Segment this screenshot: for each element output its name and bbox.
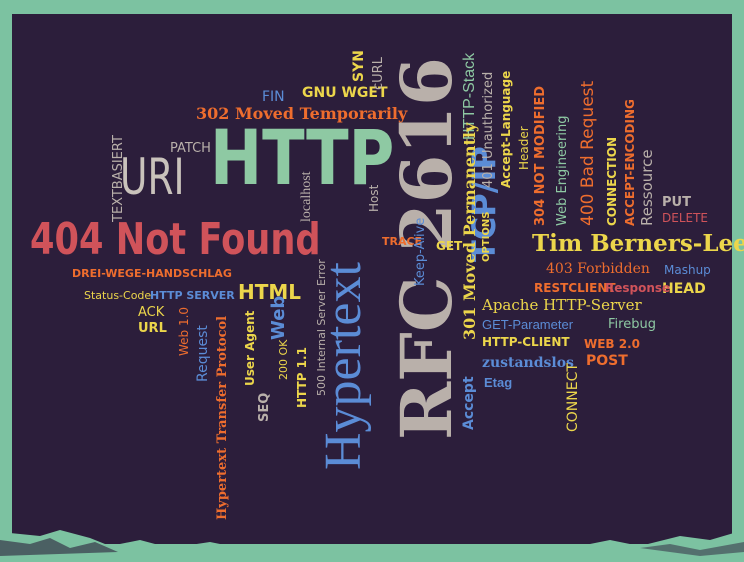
word-get: GET bbox=[436, 239, 463, 253]
word-302-moved-temporarily: 302 Moved Temporarily bbox=[196, 104, 408, 123]
word-fin: FIN bbox=[262, 89, 285, 105]
word-403-forbidden: 403 Forbidden bbox=[546, 261, 650, 277]
word-ack: ACK bbox=[138, 305, 165, 320]
word-http-server: HTTP SERVER bbox=[150, 289, 235, 302]
word-404-not-found: 404 Not Found bbox=[30, 214, 321, 265]
word-get-parameter: GET-Parameter bbox=[482, 317, 574, 332]
word-head: HEAD bbox=[662, 281, 706, 297]
word-drei-wege-handschlag: DREI-WEGE-HANDSCHLAG bbox=[72, 267, 232, 280]
word-patch: PATCH bbox=[170, 141, 211, 156]
word-web-2-0: WEB 2.0 bbox=[584, 337, 641, 351]
word-restclient: RESTCLIENT bbox=[534, 281, 616, 295]
word-url: URL bbox=[138, 321, 167, 336]
word-html: HTML bbox=[238, 280, 302, 304]
word-gnu-wget: GNU WGET bbox=[302, 85, 388, 101]
word-http-client: HTTP-CLIENT bbox=[482, 335, 570, 349]
word-response: Response bbox=[605, 281, 671, 295]
word-delete: DELETE bbox=[662, 211, 709, 225]
word-trace: TRACE bbox=[382, 235, 423, 248]
word-apache-http-server: Apache HTTP-Server bbox=[482, 296, 642, 314]
word-zustandslos: zustandslos bbox=[482, 355, 574, 371]
word-status-code: Status-Code bbox=[84, 289, 152, 302]
word-http: HTTP bbox=[210, 113, 395, 202]
word-tim-berners-lee: Tim Berners-Lee bbox=[532, 230, 744, 257]
word-post: POST bbox=[586, 353, 628, 369]
word-uri: URI bbox=[120, 148, 185, 206]
word-etag: Etag bbox=[484, 375, 513, 390]
word-cloud-background bbox=[12, 14, 732, 544]
word-mashup: Mashup bbox=[664, 263, 711, 277]
word-put: PUT bbox=[662, 195, 691, 210]
word-firebug: Firebug bbox=[608, 317, 656, 332]
